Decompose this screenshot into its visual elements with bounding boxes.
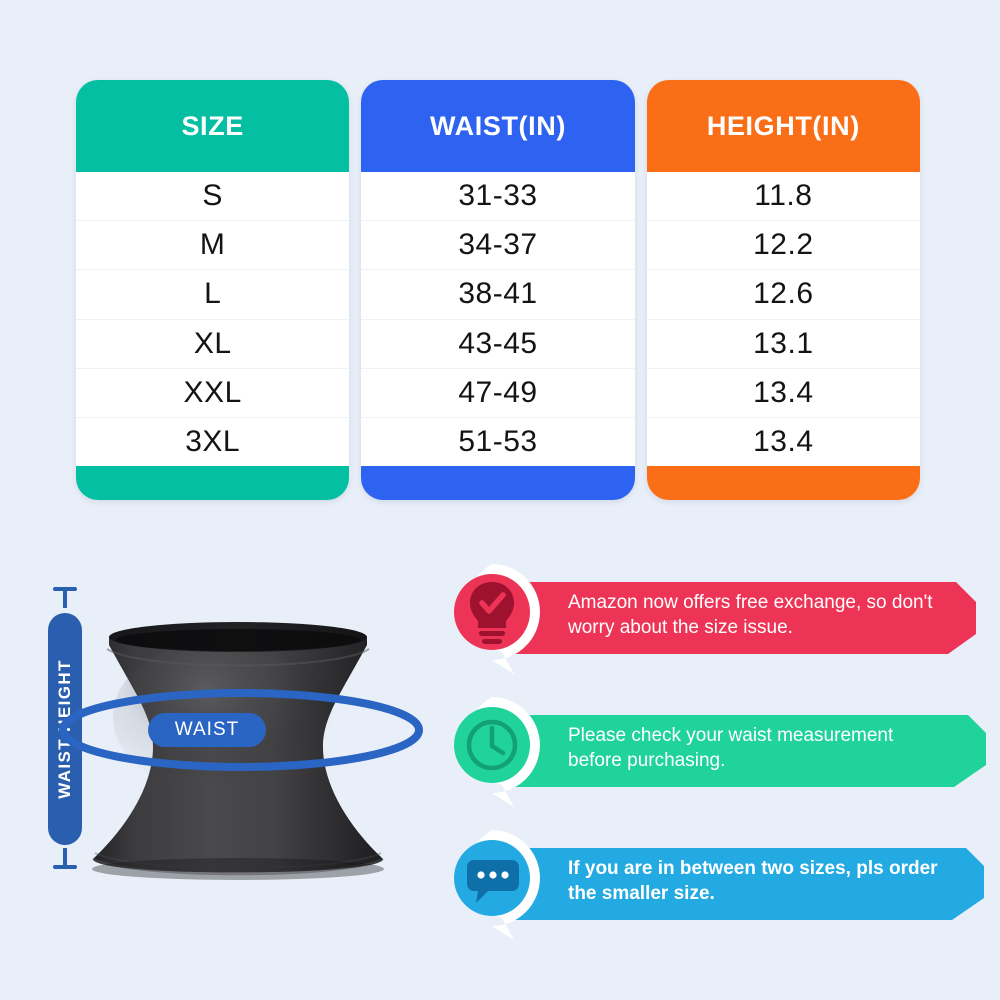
ribbon-fill-1 xyxy=(496,715,986,787)
clock-hands xyxy=(489,725,506,756)
callout-badge-2 xyxy=(440,826,552,944)
callout-text-1: Please check your waist measurement befo… xyxy=(568,725,894,772)
ribbon-shape-2 xyxy=(496,848,984,920)
trainer-bottom-hem-2 xyxy=(94,852,382,869)
column-footer-waist xyxy=(361,466,635,500)
table-cell-size-3: XL xyxy=(76,319,350,369)
table-cell-height-4: 13.4 xyxy=(646,368,920,418)
table-cell-waist-4: 47-49 xyxy=(361,368,635,418)
trainer-inner-opening xyxy=(116,629,360,651)
measure-cap-top-icon xyxy=(53,587,77,608)
bubble-dot-3 xyxy=(501,871,509,879)
column-footer-height xyxy=(646,466,920,500)
callout-text-2: If you are in between two sizes, pls ord… xyxy=(568,858,938,905)
callout-badge-1 xyxy=(440,693,552,811)
callout-ribbon-2 xyxy=(496,842,984,926)
bubble-glyph xyxy=(467,860,519,903)
table-cell-height-5: 13.4 xyxy=(646,417,920,467)
waist-trainer-svg xyxy=(92,622,384,880)
waist-trainer-image xyxy=(73,597,403,907)
column-header-size: SIZE xyxy=(76,80,350,172)
check-glyph xyxy=(479,592,506,614)
table-cell-size-5: 3XL xyxy=(76,417,350,467)
waist-label-badge: WAIST xyxy=(148,713,266,747)
table-cell-size-0: S xyxy=(76,172,350,222)
size-column-height: HEIGHT(IN) 11.8 12.2 12.6 13.1 13.4 13.4 xyxy=(646,80,920,500)
column-header-height: HEIGHT(IN) xyxy=(646,80,920,172)
ribbon-shape-0 xyxy=(496,582,976,654)
column-body-height: 11.8 12.2 12.6 13.1 13.4 13.4 xyxy=(646,172,920,467)
table-cell-waist-0: 31-33 xyxy=(361,172,635,222)
waist-height-label-text: WAIST HEIGHT xyxy=(55,659,75,799)
trainer-bottom-hem xyxy=(92,857,384,876)
trainer-bottom-shadow xyxy=(92,858,384,880)
ribbon-fill-0 xyxy=(496,582,976,654)
table-cell-height-3: 13.1 xyxy=(646,319,920,369)
trainer-top-seam xyxy=(106,648,370,667)
table-cell-height-2: 12.6 xyxy=(646,270,920,320)
table-cell-waist-3: 43-45 xyxy=(361,319,635,369)
ribbon-fill-2 xyxy=(496,848,984,920)
size-column-size: SIZE S M L XL XXL 3XL xyxy=(76,80,350,500)
table-cell-waist-2: 38-41 xyxy=(361,270,635,320)
table-cell-height-1: 12.2 xyxy=(646,221,920,271)
callout-item-2: If you are in between two sizes, pls ord… xyxy=(440,826,985,940)
table-cell-waist-5: 51-53 xyxy=(361,417,635,467)
bubble-dot-1 xyxy=(477,871,485,879)
callout-ribbon-0 xyxy=(496,576,976,660)
column-body-waist: 31-33 34-37 38-41 43-45 47-49 51-53 xyxy=(361,172,635,467)
size-column-waist: WAIST(IN) 31-33 34-37 38-41 43-45 47-49 … xyxy=(361,80,635,500)
measure-cap-bottom-icon xyxy=(53,848,77,869)
callout-text-0: Amazon now offers free exchange, so don'… xyxy=(568,592,933,639)
ribbon-shape-1 xyxy=(496,715,986,787)
chat-bubble-icon xyxy=(454,830,540,940)
waist-label-text: WAIST xyxy=(174,719,240,740)
callout-list: Amazon now offers free exchange, so don'… xyxy=(440,560,986,960)
table-cell-height-0: 11.8 xyxy=(646,172,920,222)
column-header-waist: WAIST(IN) xyxy=(361,80,635,172)
table-cell-size-2: L xyxy=(76,270,350,320)
table-cell-waist-1: 34-37 xyxy=(361,221,635,271)
callout-ribbon-1 xyxy=(496,709,986,793)
size-chart-table: SIZE S M L XL XXL 3XL WAIST(IN) 31-33 34… xyxy=(76,80,920,500)
callout-item-0: Amazon now offers free exchange, so don'… xyxy=(440,560,985,674)
table-cell-size-1: M xyxy=(76,221,350,271)
callout-item-1: Please check your waist measurement befo… xyxy=(440,693,986,807)
lightbulb-check-icon xyxy=(454,564,540,674)
clock-icon xyxy=(454,697,540,807)
bubble-dot-2 xyxy=(489,871,497,879)
column-footer-size xyxy=(76,466,350,500)
callout-badge-0 xyxy=(440,560,552,678)
table-cell-size-4: XXL xyxy=(76,368,350,418)
clock-face xyxy=(466,719,518,771)
column-body-size: S M L XL XXL 3XL xyxy=(76,172,350,467)
product-illustration: WAIST HEIGHT xyxy=(18,575,428,975)
